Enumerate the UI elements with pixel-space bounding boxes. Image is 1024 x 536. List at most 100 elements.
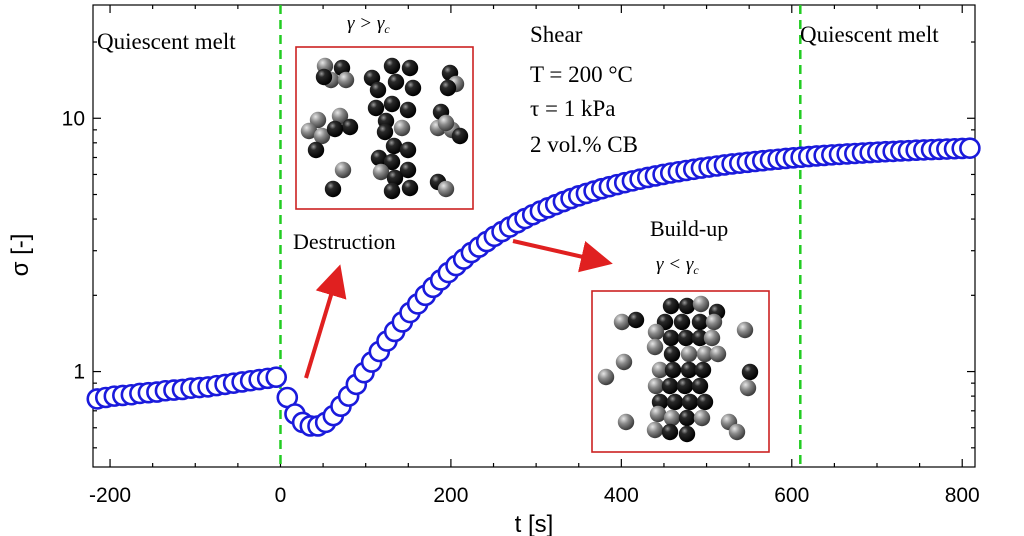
particle <box>673 313 691 331</box>
y-tick-label: 1 <box>73 361 85 384</box>
particle <box>696 393 714 411</box>
temperature-label: T = 200 °C <box>530 62 633 87</box>
particle <box>680 345 698 363</box>
particle <box>401 179 419 197</box>
particle <box>383 153 401 171</box>
particle <box>313 127 331 145</box>
particle <box>664 361 682 379</box>
particle <box>663 345 681 363</box>
particle <box>663 409 681 427</box>
particle <box>613 313 631 331</box>
particle <box>647 323 665 341</box>
particle <box>597 368 615 386</box>
particle <box>315 68 333 86</box>
particle <box>691 313 709 331</box>
destruction-arrow <box>304 264 347 379</box>
particle <box>376 123 394 141</box>
particle <box>300 122 318 140</box>
particle <box>694 361 712 379</box>
particle <box>649 405 667 423</box>
particle <box>703 329 721 347</box>
particle <box>709 345 727 363</box>
particle <box>681 393 699 411</box>
particle <box>401 59 419 77</box>
particle <box>680 361 698 379</box>
particle <box>307 141 325 159</box>
particle <box>439 79 457 97</box>
particle <box>383 57 401 75</box>
particle <box>691 329 709 347</box>
particle <box>387 73 405 91</box>
particle <box>331 107 349 125</box>
particle <box>324 180 342 198</box>
particle <box>367 99 385 117</box>
buildup-arrow <box>512 239 613 273</box>
data-point <box>265 366 288 389</box>
particle <box>341 118 359 136</box>
particle <box>399 141 417 159</box>
x-tick-label: 800 <box>945 484 980 507</box>
particle <box>399 101 417 119</box>
plot-frame <box>92 4 976 468</box>
particle <box>678 297 696 315</box>
particle <box>372 163 390 181</box>
gamma-greater-label: γ > γc <box>347 13 390 36</box>
phase-boundaries <box>279 5 802 467</box>
particle <box>451 127 469 145</box>
y-tick-label: 10 <box>62 107 85 130</box>
particle <box>676 377 694 395</box>
x-tick-label: 400 <box>604 484 639 507</box>
particle <box>662 297 680 315</box>
particle <box>393 119 411 137</box>
particle <box>693 409 711 427</box>
particle <box>678 409 696 427</box>
particle <box>370 149 388 167</box>
particle <box>646 421 664 439</box>
inset-destroyed-structure <box>295 46 474 210</box>
particle <box>647 377 665 395</box>
particle <box>661 423 679 441</box>
x-axis-title: t [s] <box>515 511 554 536</box>
particle <box>662 329 680 347</box>
particle <box>696 345 714 363</box>
particle <box>615 353 633 371</box>
particle <box>678 425 696 443</box>
particle <box>437 180 455 198</box>
particle <box>437 114 455 132</box>
particle <box>741 363 759 381</box>
y-axis-title: σ [-] <box>7 234 34 277</box>
particle <box>677 329 695 347</box>
particle <box>692 295 710 313</box>
x-tick-label: -200 <box>89 484 131 507</box>
particle <box>705 313 723 331</box>
phase-label-right: Quiescent melt <box>800 22 939 47</box>
particle <box>651 361 669 379</box>
filler-label: 2 vol.% CB <box>530 132 638 157</box>
buildup-label: Build-up <box>650 216 728 241</box>
particle <box>728 423 746 441</box>
particle <box>627 311 645 329</box>
particle <box>383 182 401 200</box>
particle <box>399 161 417 179</box>
destruction-label: Destruction <box>293 229 396 254</box>
particle <box>739 379 757 397</box>
x-tick-label: 200 <box>433 484 468 507</box>
particle <box>369 81 387 99</box>
data-series <box>86 137 981 437</box>
shear-label: Shear <box>530 22 583 47</box>
stress-label: τ = 1 kPa <box>530 96 615 121</box>
particle <box>666 393 684 411</box>
particle <box>326 120 344 138</box>
particle <box>386 169 404 187</box>
particle <box>736 321 754 339</box>
data-point <box>959 137 981 159</box>
phase-label-left: Quiescent melt <box>97 29 236 54</box>
x-tick-label: 600 <box>774 484 809 507</box>
particle <box>646 338 664 356</box>
particle <box>334 161 352 179</box>
particle <box>404 79 422 97</box>
particle <box>383 95 401 113</box>
y-axis: 1 10 <box>62 41 975 449</box>
particle <box>385 137 403 155</box>
